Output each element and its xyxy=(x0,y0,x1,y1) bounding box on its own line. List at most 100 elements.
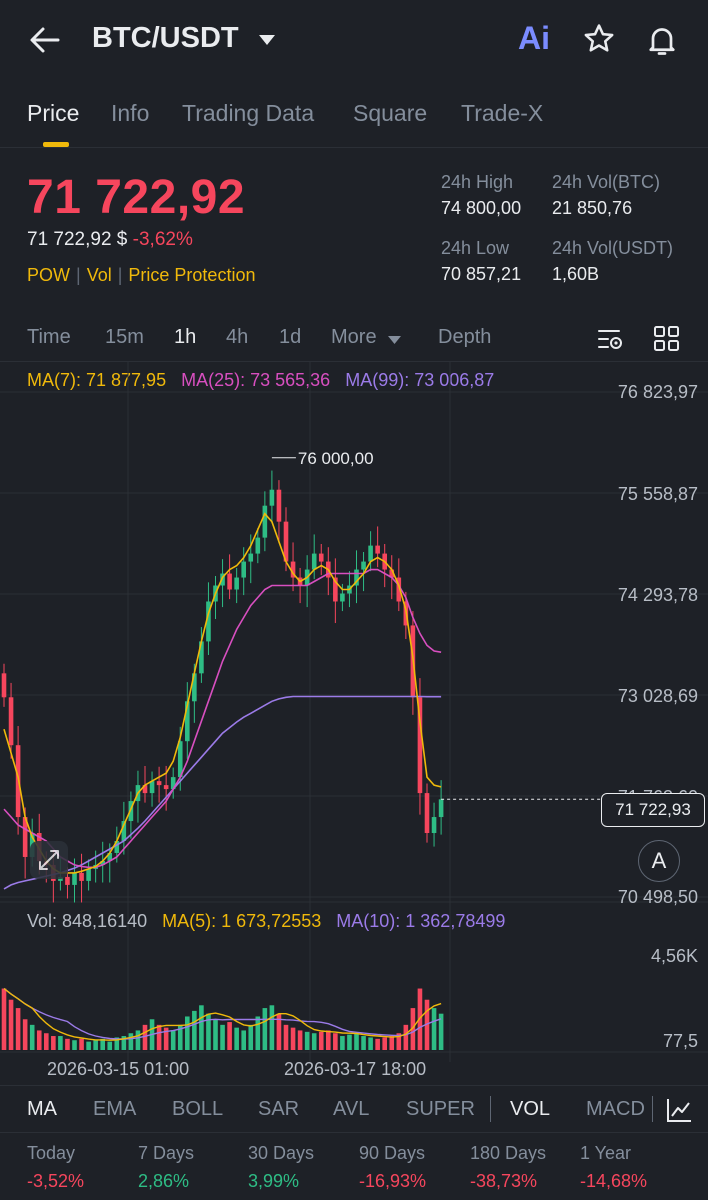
interval-1d[interactable]: 1d xyxy=(279,326,302,348)
tab-price[interactable]: Price xyxy=(27,100,80,126)
bell-icon[interactable] xyxy=(644,22,680,58)
interval-more[interactable]: More xyxy=(331,326,377,348)
candle xyxy=(368,545,373,562)
volume-bar xyxy=(29,1024,35,1050)
expand-chart-button[interactable] xyxy=(30,841,68,879)
volume-bar xyxy=(8,999,14,1050)
ma25-legend: MA(25): 73 565,36 xyxy=(181,370,331,390)
interval-4h[interactable]: 4h xyxy=(226,326,249,348)
candle xyxy=(8,697,14,746)
main-tabs: Price Info Trading Data Square Trade-X xyxy=(0,90,708,148)
pair-title[interactable]: BTC/USDT xyxy=(92,22,239,54)
grid-layout-icon[interactable] xyxy=(652,324,682,354)
indicator-boll[interactable]: BOLL xyxy=(172,1098,224,1120)
perf-label-today: Today xyxy=(27,1143,76,1163)
tab-info[interactable]: Info xyxy=(111,100,150,126)
indicator-sar[interactable]: SAR xyxy=(258,1098,300,1120)
volume-bar xyxy=(431,1008,437,1050)
candle xyxy=(142,785,148,794)
candle xyxy=(276,489,282,522)
ma7-line xyxy=(3,512,442,874)
tab-trade-x[interactable]: Trade-X xyxy=(461,100,544,126)
candle xyxy=(192,673,197,702)
volume-bar xyxy=(22,1019,28,1050)
price-axis-label: 75 558,87 xyxy=(617,484,698,504)
tab-trading-data[interactable]: Trading Data xyxy=(182,100,315,126)
candle xyxy=(163,785,169,790)
candle xyxy=(199,641,204,674)
volume-bar xyxy=(58,1036,63,1050)
indicator-vol[interactable]: VOL xyxy=(510,1098,551,1120)
link-vol[interactable]: Vol xyxy=(86,265,112,285)
ma-legend: MA(7): 71 877,95 MA(25): 73 565,36 MA(99… xyxy=(27,370,494,391)
candle xyxy=(311,553,317,570)
chart-settings-icon[interactable] xyxy=(596,324,626,354)
more-caret-icon[interactable] xyxy=(388,336,401,345)
perf-label-180d: 180 Days xyxy=(470,1143,547,1163)
volume-bar xyxy=(213,1019,218,1050)
tag-links: POW | Vol | Price Protection xyxy=(27,265,256,285)
volume-bar xyxy=(269,1005,275,1050)
interval-time[interactable]: Time xyxy=(27,326,71,348)
vol-ma10-line xyxy=(3,987,442,1040)
link-price-protection[interactable]: Price Protection xyxy=(128,265,256,285)
price-usd: 71 722,92 $ xyxy=(27,229,128,250)
candle xyxy=(354,569,359,586)
volume-bar xyxy=(304,1031,310,1050)
caret-down-icon[interactable] xyxy=(258,34,276,46)
volume-bar xyxy=(396,1033,402,1050)
tab-square[interactable]: Square xyxy=(353,100,428,126)
volume-bar xyxy=(361,1036,366,1050)
link-pow[interactable]: POW xyxy=(27,265,70,285)
price-usd-line: 71 722,92 $ -3,62% xyxy=(27,229,193,251)
indicator-ema[interactable]: EMA xyxy=(93,1098,137,1120)
perf-value-180d: -38,73% xyxy=(470,1171,538,1191)
back-arrow-icon[interactable] xyxy=(28,26,62,54)
ma25-line xyxy=(3,568,442,869)
ma99-line xyxy=(3,695,442,890)
indicator-ma[interactable]: MA xyxy=(27,1098,57,1120)
interval-15m[interactable]: 15m xyxy=(105,326,144,348)
candle xyxy=(424,793,430,834)
indicator-avl[interactable]: AVL xyxy=(333,1098,370,1120)
volume-bar xyxy=(340,1036,345,1050)
interval-depth[interactable]: Depth xyxy=(438,326,492,348)
vol-ma5-line xyxy=(3,987,442,1041)
volume-bar xyxy=(15,1008,21,1050)
expand-icon xyxy=(39,850,59,870)
volume-bar xyxy=(121,1036,127,1050)
indicator-macd[interactable]: MACD xyxy=(586,1098,645,1120)
price-axis-label: 76 823,97 xyxy=(617,382,698,402)
candle xyxy=(227,573,232,590)
ai-icon[interactable]: Ai xyxy=(518,20,550,56)
stat-low-label: 24h Low xyxy=(441,238,510,258)
auto-scale-button[interactable]: A xyxy=(638,840,680,882)
volume-bar xyxy=(438,1013,444,1050)
volume-bar xyxy=(170,1030,176,1050)
stat-vol-btc-label: 24h Vol(BTC) xyxy=(552,172,661,192)
stat-vol-usdt-value: 1,60B xyxy=(552,264,600,284)
volume-bar xyxy=(199,1005,204,1050)
volume-bar xyxy=(192,1010,197,1050)
volume-bar xyxy=(424,999,430,1050)
ma7-legend: MA(7): 71 877,95 xyxy=(27,370,167,390)
perf-value-1y: -14,68% xyxy=(580,1171,648,1191)
date-label: 2026-03-15 01:00 xyxy=(47,1059,190,1079)
star-icon[interactable] xyxy=(582,22,616,56)
volume-bar xyxy=(248,1024,254,1050)
candle xyxy=(1,673,7,698)
candle xyxy=(22,817,28,857)
stat-high-value: 74 800,00 xyxy=(441,198,522,218)
candlestick-chart[interactable]: 76 000,00 xyxy=(0,362,708,1082)
indicator-settings-icon[interactable] xyxy=(664,1095,694,1125)
volume-bar xyxy=(44,1033,49,1050)
candle xyxy=(185,701,190,742)
interval-1h[interactable]: 1h xyxy=(174,326,197,348)
volume-bar xyxy=(135,1030,141,1050)
volume-bar xyxy=(220,1024,225,1050)
volume-bar xyxy=(318,1031,324,1050)
perf-label-30d: 30 Days xyxy=(248,1143,315,1163)
stat-low-value: 70 857,21 xyxy=(441,264,522,284)
indicator-super[interactable]: SUPER xyxy=(406,1098,475,1120)
candle xyxy=(220,573,225,586)
